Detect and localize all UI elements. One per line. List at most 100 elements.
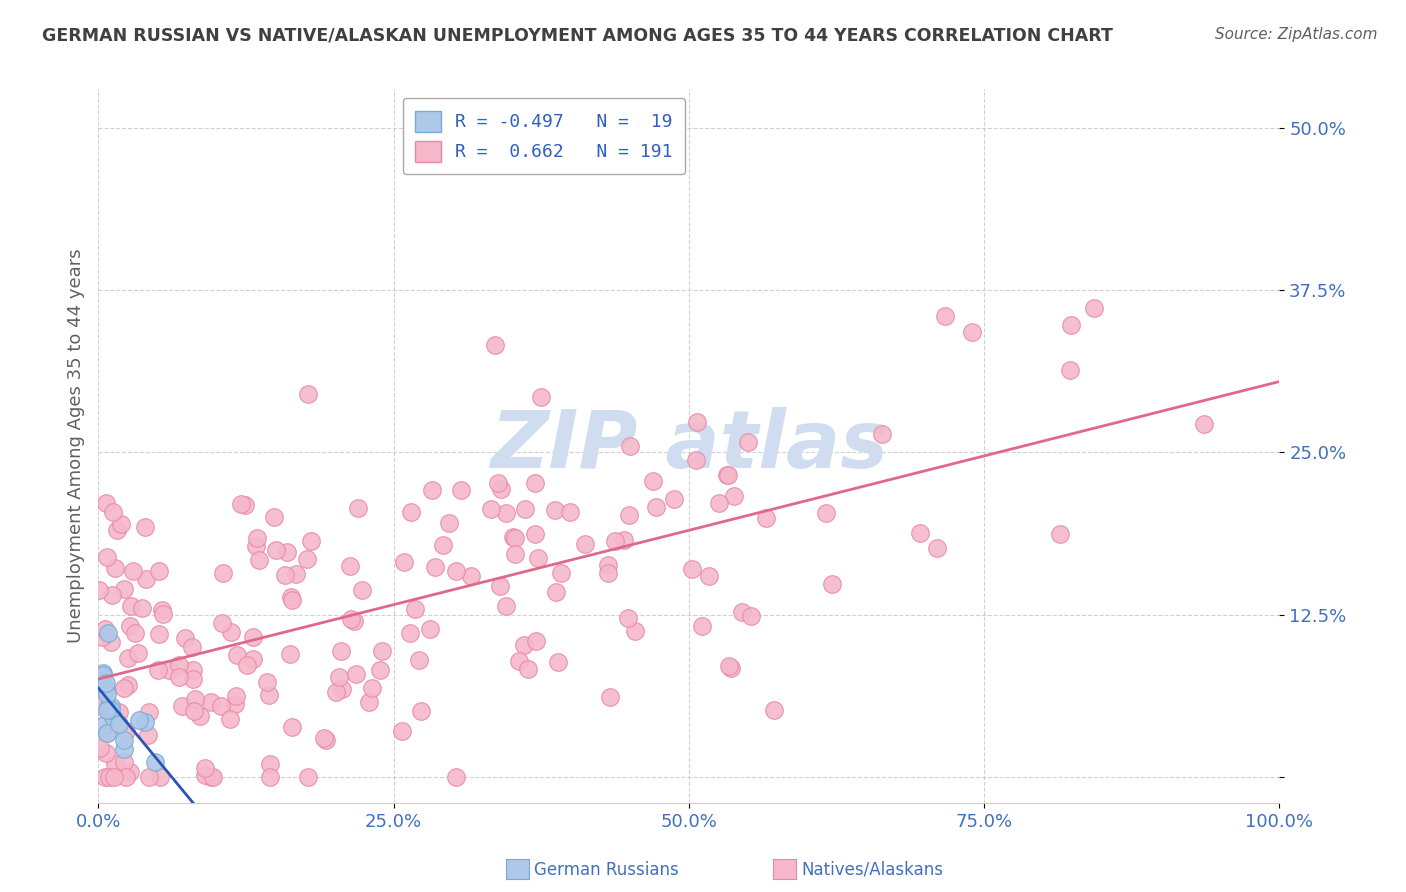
Point bbox=[112, 732, 135, 747]
Point bbox=[489, 482, 512, 496]
Point bbox=[231, 497, 253, 511]
Point bbox=[96, 703, 118, 717]
Legend: R = -0.497   N =  19, R =  0.662   N = 191: R = -0.497 N = 19, R = 0.662 N = 191 bbox=[402, 98, 685, 174]
Point bbox=[135, 572, 157, 586]
Point bbox=[460, 569, 482, 583]
Point bbox=[1059, 363, 1081, 377]
Point bbox=[740, 608, 762, 623]
Point bbox=[502, 530, 524, 544]
Point bbox=[181, 673, 204, 687]
Point bbox=[503, 531, 526, 545]
Y-axis label: Unemployment Among Ages 35 to 44 years: Unemployment Among Ages 35 to 44 years bbox=[66, 249, 84, 643]
Point bbox=[94, 746, 117, 760]
Point bbox=[183, 704, 205, 718]
Point bbox=[276, 545, 298, 559]
Point bbox=[512, 638, 534, 652]
Point bbox=[717, 659, 740, 673]
Point bbox=[128, 713, 150, 727]
Point bbox=[127, 646, 149, 660]
Point bbox=[138, 705, 160, 719]
Point bbox=[87, 699, 110, 714]
Point bbox=[89, 740, 111, 755]
Point bbox=[399, 505, 422, 519]
Point bbox=[97, 700, 120, 714]
Point bbox=[645, 500, 668, 514]
Point bbox=[131, 601, 153, 615]
Point bbox=[339, 559, 361, 574]
Point bbox=[731, 605, 754, 619]
Point bbox=[264, 542, 287, 557]
Point bbox=[201, 770, 224, 784]
Point bbox=[136, 728, 159, 742]
Point bbox=[100, 635, 122, 649]
Point bbox=[546, 585, 568, 599]
Point bbox=[219, 712, 242, 726]
Point bbox=[233, 498, 256, 512]
Point bbox=[103, 770, 125, 784]
Point bbox=[91, 667, 114, 681]
Point bbox=[643, 474, 665, 488]
Point bbox=[96, 726, 118, 740]
Point bbox=[96, 549, 118, 564]
Point bbox=[599, 690, 621, 704]
Point bbox=[194, 761, 217, 775]
Point bbox=[479, 502, 502, 516]
Point bbox=[120, 599, 142, 614]
Point bbox=[529, 390, 551, 404]
Point bbox=[107, 705, 129, 719]
Point bbox=[91, 665, 114, 680]
Point bbox=[145, 756, 167, 770]
Point bbox=[242, 651, 264, 665]
Point bbox=[280, 590, 302, 604]
Point bbox=[122, 564, 145, 578]
Point bbox=[503, 548, 526, 562]
Point bbox=[391, 723, 413, 738]
Point bbox=[908, 526, 931, 541]
Point bbox=[96, 675, 118, 690]
Text: GERMAN RUSSIAN VS NATIVE/ALASKAN UNEMPLOYMENT AMONG AGES 35 TO 44 YEARS CORRELAT: GERMAN RUSSIAN VS NATIVE/ALASKAN UNEMPLO… bbox=[42, 27, 1114, 45]
Point bbox=[278, 648, 301, 662]
Point bbox=[157, 664, 180, 678]
Point bbox=[148, 564, 170, 578]
Point bbox=[526, 550, 548, 565]
Point bbox=[444, 564, 467, 578]
Point bbox=[558, 505, 581, 519]
Point bbox=[94, 770, 117, 784]
Point bbox=[247, 553, 270, 567]
Point bbox=[399, 626, 422, 640]
Point bbox=[297, 386, 319, 401]
Point bbox=[619, 439, 641, 453]
Point bbox=[170, 698, 193, 713]
Point bbox=[432, 538, 454, 552]
Point bbox=[328, 669, 350, 683]
Point bbox=[148, 627, 170, 641]
Point bbox=[350, 582, 373, 597]
Point bbox=[360, 681, 382, 695]
Point bbox=[598, 566, 620, 580]
Point bbox=[716, 467, 738, 482]
Point bbox=[93, 717, 115, 731]
Point bbox=[686, 415, 709, 429]
Point bbox=[662, 491, 685, 506]
Point bbox=[446, 770, 468, 784]
Point bbox=[100, 703, 122, 717]
Point bbox=[495, 506, 517, 520]
Point bbox=[404, 602, 426, 616]
Point bbox=[245, 531, 267, 545]
Point bbox=[681, 562, 703, 576]
Text: German Russians: German Russians bbox=[534, 861, 679, 879]
Point bbox=[495, 599, 517, 613]
Point bbox=[1083, 301, 1105, 316]
Point bbox=[343, 614, 366, 628]
Point bbox=[685, 453, 707, 467]
Point bbox=[357, 695, 380, 709]
Point bbox=[513, 502, 536, 516]
Point bbox=[613, 533, 636, 548]
Point bbox=[550, 566, 572, 580]
Point bbox=[484, 337, 506, 351]
Point bbox=[617, 610, 640, 624]
Point bbox=[419, 622, 441, 636]
Text: Source: ZipAtlas.com: Source: ZipAtlas.com bbox=[1215, 27, 1378, 42]
Point bbox=[112, 681, 135, 695]
Point bbox=[224, 698, 246, 712]
